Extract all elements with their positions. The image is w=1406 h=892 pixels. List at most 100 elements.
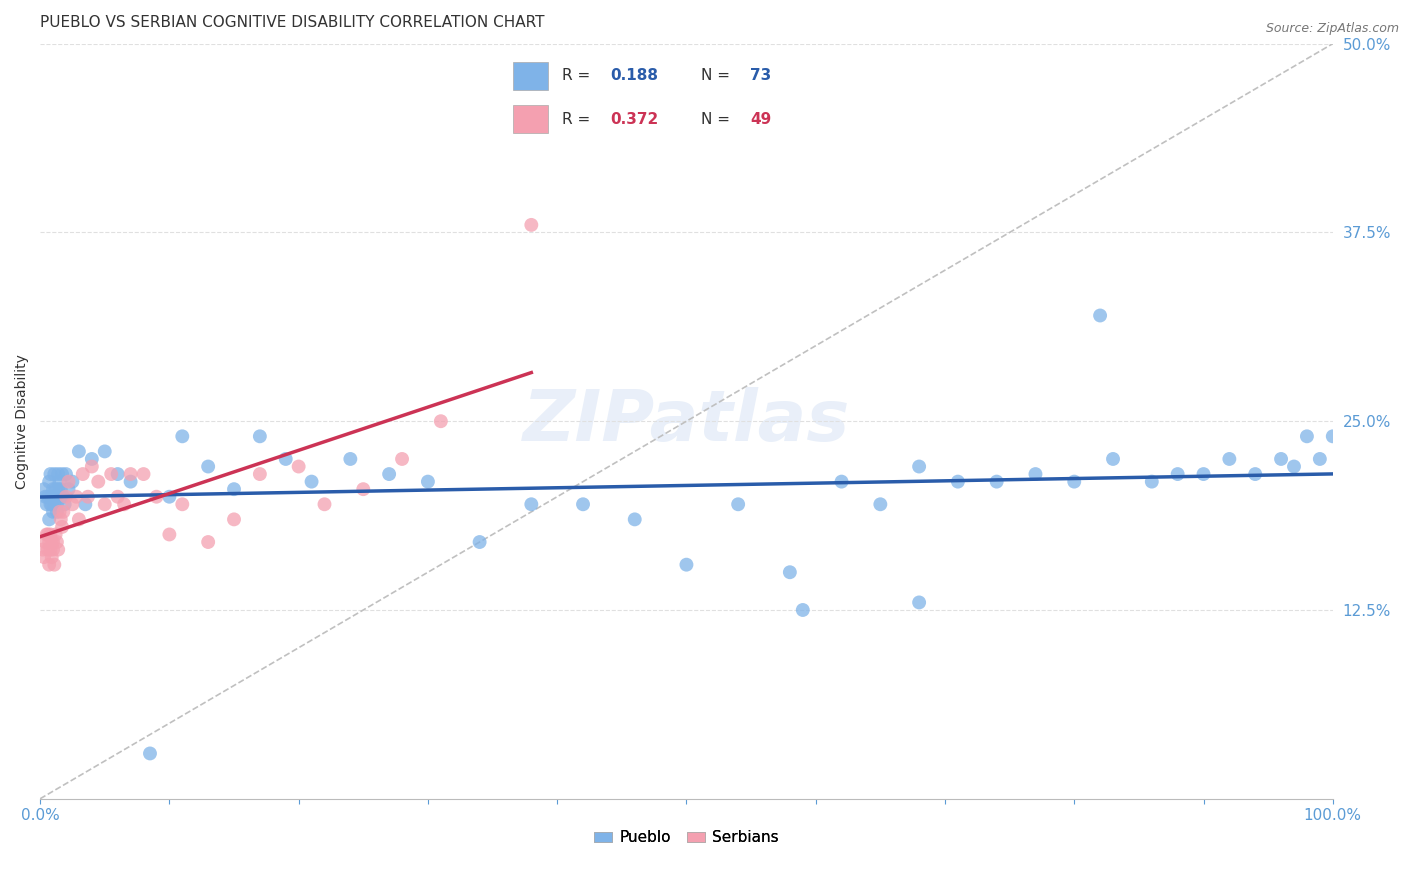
Point <box>249 429 271 443</box>
Point <box>51 520 73 534</box>
Point <box>38 475 60 489</box>
Point <box>58 475 80 489</box>
Point <box>222 482 245 496</box>
Point <box>314 497 336 511</box>
Point <box>45 497 67 511</box>
Point <box>46 542 69 557</box>
Point <box>391 452 413 467</box>
Text: Source: ZipAtlas.com: Source: ZipAtlas.com <box>1265 22 1399 36</box>
Point <box>222 512 245 526</box>
Point <box>120 467 142 481</box>
Point <box>52 490 75 504</box>
Point <box>45 505 67 519</box>
Point <box>197 459 219 474</box>
Point <box>908 595 931 609</box>
Point <box>792 603 814 617</box>
Point <box>1192 467 1215 481</box>
Point <box>1270 452 1292 467</box>
Point <box>1024 467 1046 481</box>
Point <box>1282 459 1305 474</box>
Point <box>908 459 931 474</box>
Point <box>58 482 80 496</box>
Point <box>48 475 70 489</box>
Point <box>378 467 401 481</box>
Point <box>1102 452 1125 467</box>
Point <box>1088 309 1111 323</box>
Point <box>274 452 297 467</box>
Point <box>145 490 167 504</box>
Point <box>38 558 60 572</box>
Point <box>52 505 75 519</box>
Point <box>100 467 122 481</box>
Point <box>107 490 129 504</box>
Point <box>869 497 891 511</box>
Point <box>80 452 103 467</box>
Point <box>77 490 100 504</box>
Point <box>48 505 70 519</box>
Point <box>45 482 67 496</box>
Point <box>42 505 65 519</box>
Point <box>34 535 56 549</box>
Point <box>416 475 439 489</box>
Point <box>139 747 162 761</box>
Y-axis label: Cognitive Disability: Cognitive Disability <box>15 354 30 489</box>
Point <box>831 475 853 489</box>
Point <box>49 512 72 526</box>
Point <box>45 490 67 504</box>
Point <box>197 535 219 549</box>
Point <box>249 467 271 481</box>
Point <box>32 550 55 565</box>
Point <box>41 490 63 504</box>
Point <box>37 490 59 504</box>
Point <box>46 482 69 496</box>
Point <box>39 497 62 511</box>
Legend: Pueblo, Serbians: Pueblo, Serbians <box>588 824 785 852</box>
Point <box>1063 475 1085 489</box>
Point <box>93 497 115 511</box>
Point <box>45 535 67 549</box>
Point <box>1140 475 1163 489</box>
Point <box>93 444 115 458</box>
Text: PUEBLO VS SERBIAN COGNITIVE DISABILITY CORRELATION CHART: PUEBLO VS SERBIAN COGNITIVE DISABILITY C… <box>41 15 544 30</box>
Point <box>157 527 180 541</box>
Point <box>67 444 90 458</box>
Point <box>779 566 801 580</box>
Point <box>120 475 142 489</box>
Point <box>62 497 84 511</box>
Point <box>1218 452 1240 467</box>
Point <box>46 467 69 481</box>
Point <box>35 527 58 541</box>
Point <box>75 497 97 511</box>
Point <box>520 497 543 511</box>
Point <box>430 414 453 428</box>
Point <box>55 490 77 504</box>
Point <box>44 558 66 572</box>
Point <box>53 497 76 511</box>
Point <box>675 558 697 572</box>
Point <box>35 497 58 511</box>
Point <box>1167 467 1189 481</box>
Point <box>112 497 135 511</box>
Point <box>172 429 194 443</box>
Point <box>72 467 94 481</box>
Point <box>41 535 63 549</box>
Point <box>62 475 84 489</box>
Point <box>38 512 60 526</box>
Point <box>1309 452 1331 467</box>
Point <box>41 497 63 511</box>
Point <box>301 475 323 489</box>
Point <box>44 497 66 511</box>
Point <box>107 467 129 481</box>
Point <box>946 475 969 489</box>
Text: ZIPatlas: ZIPatlas <box>523 387 851 456</box>
Point <box>34 490 56 504</box>
Point <box>986 475 1008 489</box>
Point <box>468 535 491 549</box>
Point <box>55 467 77 481</box>
Point <box>45 527 67 541</box>
Point <box>37 527 59 541</box>
Point <box>42 535 65 549</box>
Point <box>39 542 62 557</box>
Point <box>132 467 155 481</box>
Point <box>1322 429 1344 443</box>
